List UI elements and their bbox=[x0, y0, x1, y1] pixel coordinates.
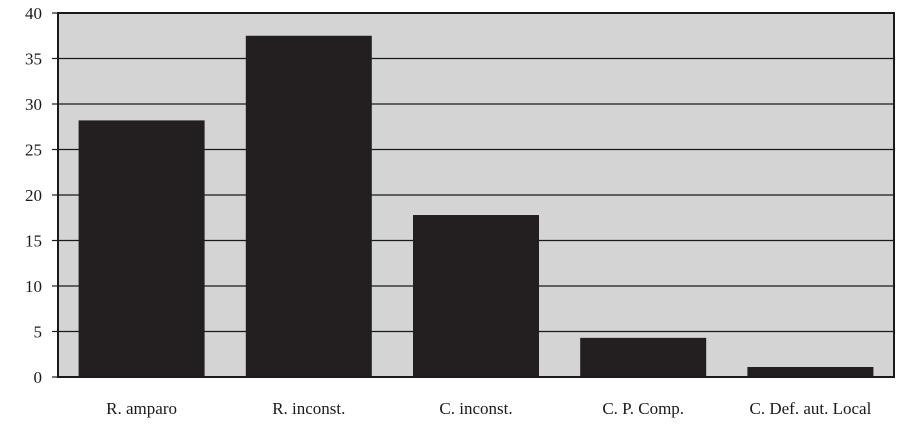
y-tick-label: 40 bbox=[25, 4, 42, 23]
y-tick-label: 30 bbox=[25, 95, 42, 114]
bar bbox=[245, 35, 372, 377]
x-category-label: C. Def. aut. Local bbox=[750, 399, 872, 418]
x-category-label: C. P. Comp. bbox=[602, 399, 684, 418]
bar bbox=[78, 120, 205, 377]
y-tick-label: 5 bbox=[34, 323, 43, 342]
y-tick-label: 25 bbox=[25, 141, 42, 160]
y-tick-label: 20 bbox=[25, 186, 42, 205]
x-category-label: R. amparo bbox=[106, 399, 177, 418]
y-tick-label: 15 bbox=[25, 232, 42, 251]
y-axis: 0 5 10 15 20 25 30 35 40 bbox=[25, 4, 58, 387]
bars bbox=[78, 35, 874, 377]
bar bbox=[413, 215, 539, 377]
y-tick-label: 0 bbox=[34, 368, 43, 387]
y-tick-label: 10 bbox=[25, 277, 42, 296]
y-tick-label: 35 bbox=[25, 50, 42, 69]
x-category-label: R. inconst. bbox=[272, 399, 345, 418]
bar bbox=[747, 366, 874, 377]
bar bbox=[580, 337, 707, 377]
x-category-label: C. inconst. bbox=[439, 399, 512, 418]
x-axis: R. amparo R. inconst. C. inconst. C. P. Com… bbox=[106, 399, 871, 418]
